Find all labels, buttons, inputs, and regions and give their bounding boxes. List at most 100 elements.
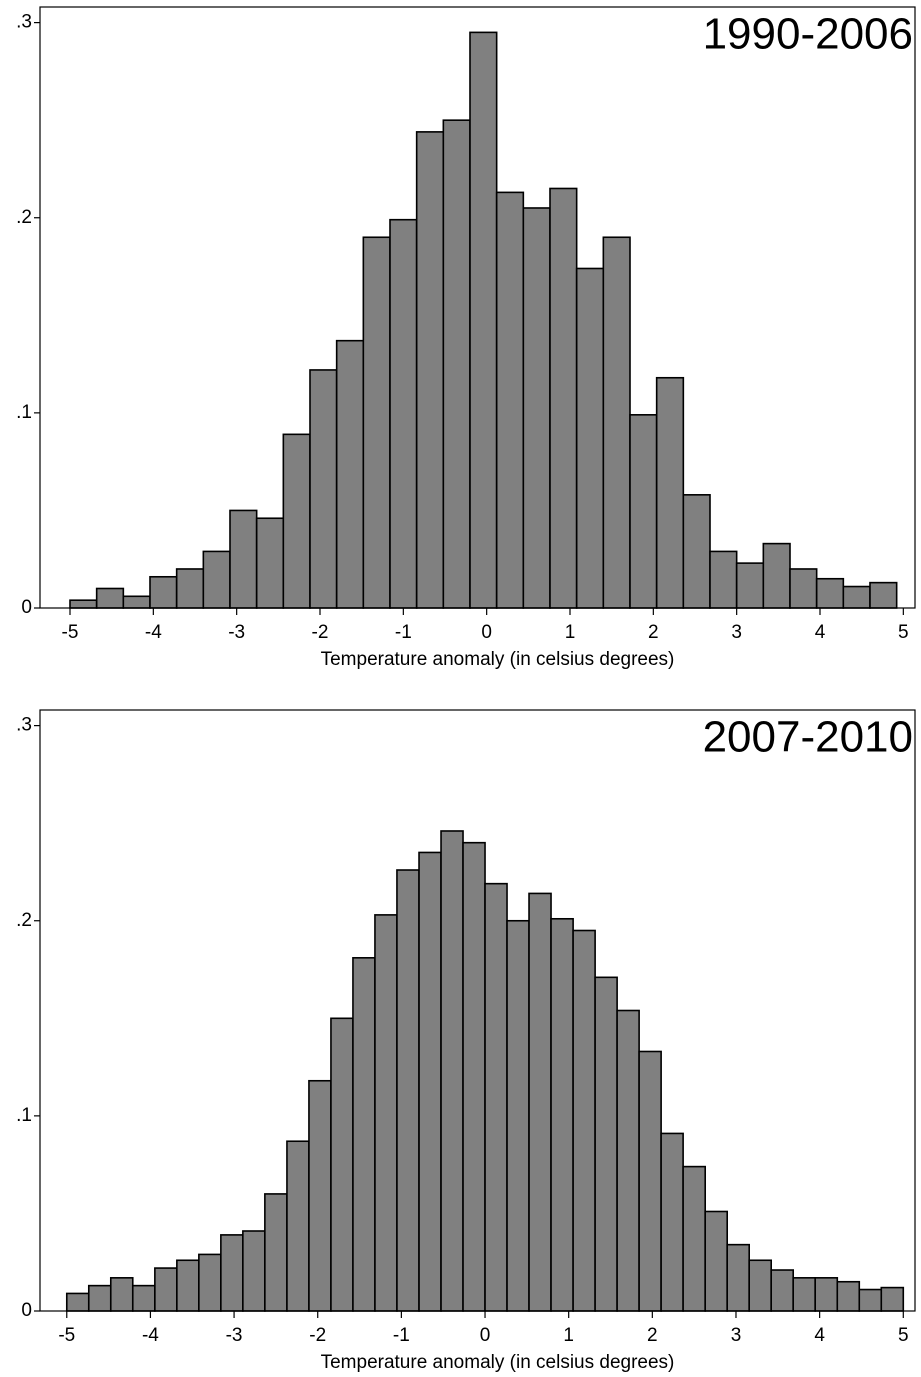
bar bbox=[202, 550, 231, 609]
bar bbox=[176, 1259, 200, 1312]
bar bbox=[309, 369, 338, 609]
x-tick-label: 5 bbox=[898, 1325, 909, 1346]
x-tick-label: 1 bbox=[565, 622, 576, 643]
bar bbox=[842, 585, 871, 609]
x-tick-label: -4 bbox=[145, 622, 162, 643]
x-tick-label: -3 bbox=[228, 622, 245, 643]
bar bbox=[109, 1277, 134, 1312]
bar bbox=[836, 1280, 861, 1312]
bar bbox=[396, 869, 420, 1312]
x-tick-label: -2 bbox=[309, 1325, 326, 1346]
x-tick-label: -3 bbox=[226, 1325, 243, 1346]
chart-title: 2007-2010 bbox=[703, 713, 913, 762]
x-axis-label: Temperature anomaly (in celsius degrees) bbox=[321, 1352, 675, 1373]
y-tick-label: .1 bbox=[16, 402, 32, 423]
x-tick-label: 1 bbox=[563, 1325, 574, 1346]
bar bbox=[65, 1292, 90, 1312]
bar bbox=[440, 830, 464, 1312]
bar bbox=[638, 1050, 662, 1312]
x-tick-label: 5 bbox=[898, 622, 909, 643]
bar bbox=[815, 577, 845, 609]
bar bbox=[469, 31, 498, 609]
bar bbox=[154, 1267, 178, 1312]
bar bbox=[869, 581, 898, 609]
bar bbox=[660, 1132, 684, 1312]
bar bbox=[462, 841, 486, 1312]
y-tick-label: .3 bbox=[16, 715, 32, 736]
bar bbox=[550, 917, 574, 1312]
bar bbox=[549, 187, 578, 609]
plot-frame bbox=[39, 709, 916, 1312]
bar bbox=[335, 339, 365, 609]
bar bbox=[495, 191, 525, 609]
bar bbox=[220, 1234, 244, 1312]
bar bbox=[264, 1193, 288, 1312]
x-tick-label: 2 bbox=[648, 622, 659, 643]
bar bbox=[442, 119, 471, 609]
bar bbox=[87, 1284, 112, 1312]
bar bbox=[229, 509, 258, 609]
x-tick-label: -2 bbox=[312, 622, 329, 643]
bar bbox=[255, 517, 285, 609]
y-tick-label: .3 bbox=[16, 12, 32, 33]
bar bbox=[149, 575, 178, 609]
x-tick-label: 4 bbox=[815, 622, 826, 643]
bar bbox=[131, 1284, 156, 1312]
bar bbox=[858, 1288, 883, 1312]
bar bbox=[792, 1277, 817, 1312]
y-tick-label: .2 bbox=[16, 207, 32, 228]
bar bbox=[415, 131, 445, 609]
bar bbox=[528, 892, 552, 1312]
y-tick-label: .1 bbox=[16, 1105, 32, 1126]
chart-title: 1990-2006 bbox=[703, 10, 913, 59]
plot-frame bbox=[39, 6, 916, 609]
bar bbox=[762, 542, 791, 609]
bar bbox=[748, 1259, 773, 1312]
y-tick-label: .2 bbox=[16, 910, 32, 931]
bar bbox=[374, 914, 398, 1312]
x-tick-label: 0 bbox=[481, 622, 492, 643]
x-tick-label: 0 bbox=[480, 1325, 491, 1346]
bar bbox=[682, 494, 711, 609]
bar bbox=[616, 1009, 640, 1312]
bar bbox=[362, 236, 391, 609]
bar bbox=[352, 957, 376, 1312]
bar bbox=[69, 599, 98, 609]
bar bbox=[95, 587, 125, 609]
bar bbox=[308, 1079, 332, 1312]
x-tick-label: -5 bbox=[58, 1325, 75, 1346]
bar bbox=[709, 550, 738, 609]
x-axis-label: Temperature anomaly (in celsius degrees) bbox=[321, 649, 675, 670]
bar bbox=[198, 1253, 222, 1312]
x-tick-label: 3 bbox=[731, 1325, 742, 1346]
bar bbox=[282, 433, 311, 609]
x-tick-label: -1 bbox=[395, 622, 412, 643]
bar bbox=[522, 207, 551, 609]
x-tick-label: -5 bbox=[62, 622, 79, 643]
bar bbox=[789, 568, 818, 609]
x-tick-label: -4 bbox=[142, 1325, 159, 1346]
bar bbox=[602, 236, 631, 609]
bar bbox=[594, 976, 618, 1312]
bar bbox=[655, 376, 685, 609]
x-tick-label: 2 bbox=[647, 1325, 658, 1346]
x-tick-label: -1 bbox=[393, 1325, 410, 1346]
bar bbox=[814, 1277, 839, 1312]
bar bbox=[286, 1140, 310, 1312]
bar bbox=[484, 882, 508, 1312]
x-tick-label: 3 bbox=[731, 622, 742, 643]
bar bbox=[704, 1210, 729, 1312]
bar bbox=[330, 1017, 354, 1312]
bar bbox=[572, 929, 596, 1312]
x-tick-label: 4 bbox=[814, 1325, 825, 1346]
bar bbox=[682, 1165, 707, 1312]
bar bbox=[770, 1269, 795, 1312]
bar bbox=[735, 562, 765, 609]
bar bbox=[575, 267, 605, 609]
bar bbox=[242, 1230, 266, 1312]
bar bbox=[389, 218, 418, 609]
bar bbox=[175, 568, 205, 609]
bar bbox=[629, 414, 658, 609]
bar bbox=[726, 1243, 751, 1312]
